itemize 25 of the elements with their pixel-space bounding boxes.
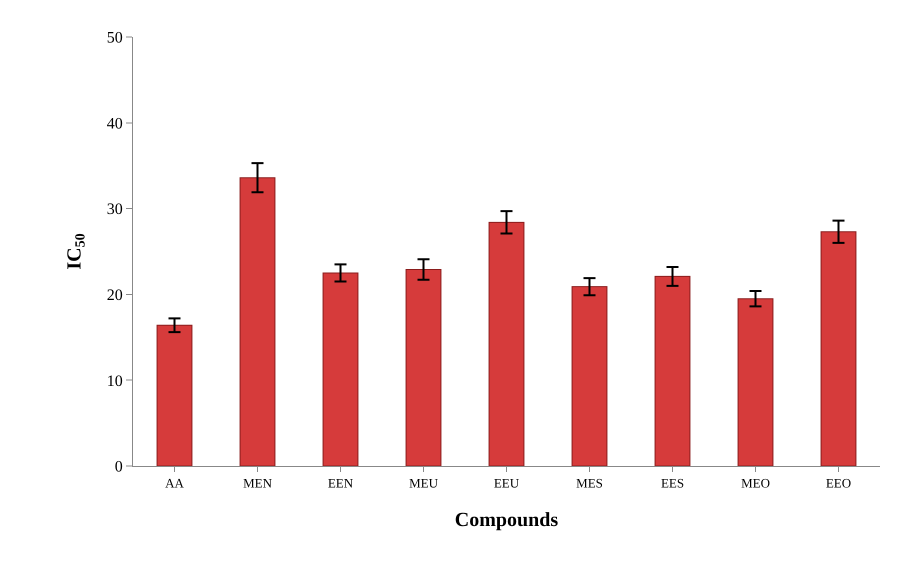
bar — [488, 222, 524, 466]
y-tick-label: 50 — [106, 30, 123, 47]
x-tick-label: EES — [660, 476, 684, 491]
x-tick-label: MEU — [409, 476, 439, 491]
bar — [738, 298, 774, 466]
x-tick-label: EEN — [328, 476, 354, 491]
x-tick-label: AA — [165, 476, 184, 491]
x-tick-label: EEU — [494, 476, 520, 491]
x-axis-title: Compounds — [454, 509, 558, 532]
bar — [572, 286, 608, 466]
bar — [322, 272, 358, 466]
bar — [240, 177, 276, 466]
y-tick-label: 40 — [106, 115, 123, 132]
x-tick-label: EEO — [826, 476, 852, 491]
bar — [406, 269, 442, 466]
y-tick-label: 30 — [106, 201, 123, 218]
bar — [820, 231, 856, 466]
x-tick-label: MEO — [741, 476, 770, 491]
y-tick-label: 20 — [106, 287, 123, 304]
bar — [654, 276, 690, 466]
y-tick-label: 10 — [106, 372, 123, 390]
bar — [156, 324, 192, 466]
x-tick-label: MEN — [243, 476, 273, 491]
x-tick-label: MES — [576, 476, 603, 491]
y-tick-label: 0 — [114, 458, 123, 476]
